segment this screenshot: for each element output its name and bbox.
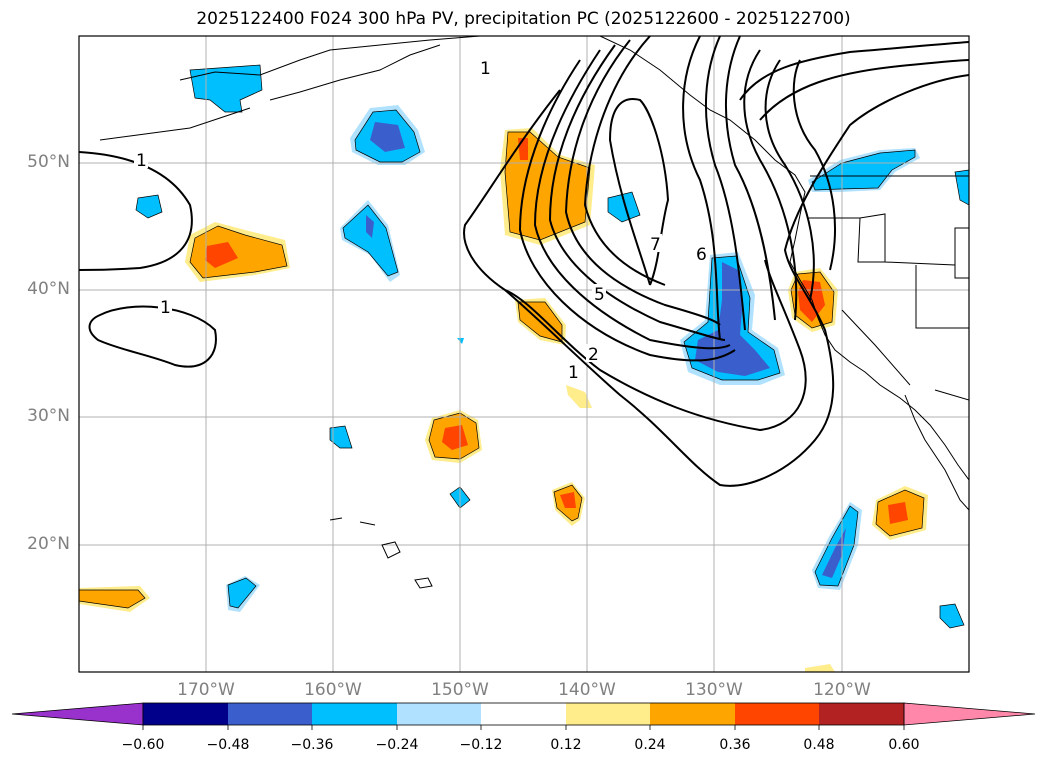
colorbar-cell <box>650 703 735 725</box>
lon-label-140w: 140°W <box>558 680 616 700</box>
colorbar-tick: −0.60 <box>121 737 165 753</box>
map-title: 2025122400 F024 300 hPa PV, precipitatio… <box>196 9 851 29</box>
contour-label-1a: 1 <box>136 151 147 171</box>
colorbar-tick: 0.48 <box>803 737 835 753</box>
lon-label-150w: 150°W <box>431 680 489 700</box>
colorbar-tick: 0.60 <box>888 737 920 753</box>
lon-label-130w: 130°W <box>685 680 743 700</box>
colorbar-cell <box>481 703 566 725</box>
coastlines <box>99 36 969 589</box>
map-plot: 1 1 1 1 2 5 6 7 <box>79 36 969 672</box>
lat-label-20n: 20°N <box>27 534 70 554</box>
colorbar-tick: 0.12 <box>550 737 582 753</box>
colorbar-tick: −0.24 <box>375 737 419 753</box>
contour-label-7: 7 <box>650 235 661 255</box>
colorbar-tick: −0.36 <box>290 737 334 753</box>
lat-label-30n: 30°N <box>27 406 70 426</box>
contour-label-1d: 1 <box>568 363 579 383</box>
lon-label-170w: 170°W <box>177 680 235 700</box>
contour-label-1b: 1 <box>160 298 171 318</box>
contour-labels: 1 1 1 1 2 5 6 7 <box>134 58 708 383</box>
lat-label-40n: 40°N <box>27 279 70 299</box>
colorbar-cell <box>312 703 397 725</box>
colorbar-cell <box>566 703 650 725</box>
colorbar-cell <box>143 703 228 725</box>
colorbar-tick: −0.48 <box>206 737 250 753</box>
colorbar-tick: 0.24 <box>634 737 666 753</box>
colorbar-extend-low <box>11 702 144 726</box>
colorbar-cell <box>735 703 819 725</box>
contour-label-5: 5 <box>594 285 605 305</box>
lon-label-120w: 120°W <box>813 680 871 700</box>
colorbar-cell <box>228 703 312 725</box>
colorbar-cell <box>819 703 904 725</box>
pv-contours <box>79 36 969 487</box>
map-frame <box>78 35 970 673</box>
contour-label-2: 2 <box>588 345 599 365</box>
colorbar-extend-high <box>903 702 1036 726</box>
colorbar <box>11 702 1036 730</box>
gridlines <box>79 36 969 672</box>
colorbar-tick: −0.12 <box>459 737 503 753</box>
colorbar-tick: 0.36 <box>719 737 751 753</box>
lon-label-160w: 160°W <box>304 680 362 700</box>
lat-label-50n: 50°N <box>27 152 70 172</box>
contour-label-1c: 1 <box>480 59 491 79</box>
colorbar-cell <box>397 703 481 725</box>
contour-label-6: 6 <box>696 245 707 265</box>
